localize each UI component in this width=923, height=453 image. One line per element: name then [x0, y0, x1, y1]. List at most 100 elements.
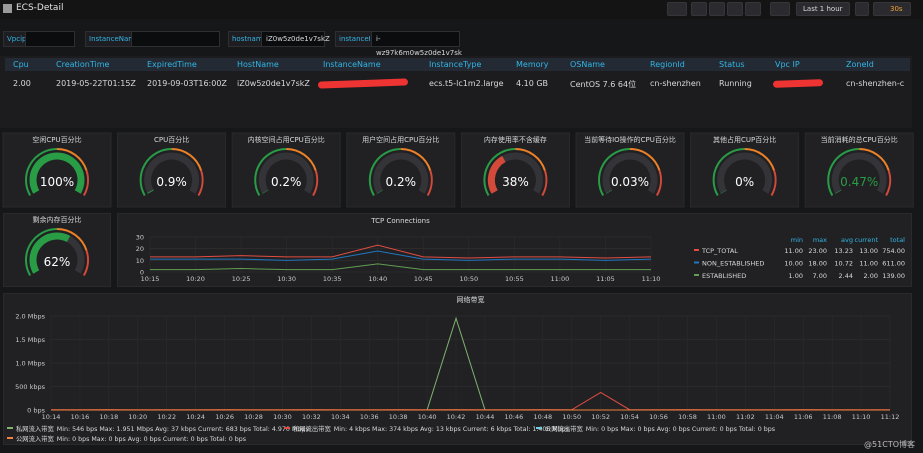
x-tick-label: 11:00	[707, 413, 726, 421]
gauge-threshold	[515, 148, 546, 171]
table-cell: Running	[719, 79, 752, 88]
legend-label[interactable]: ESTABLISHED	[702, 272, 746, 280]
variable-value[interactable]	[25, 31, 75, 47]
x-tick-label: 10:58	[678, 413, 697, 421]
x-tick-label: 10:35	[323, 275, 342, 283]
legend-column-header[interactable]: max	[813, 236, 827, 244]
gauge-title: 用户空间占用CPU百分比	[362, 135, 439, 144]
column-header[interactable]: RegionId	[650, 60, 685, 69]
column-header[interactable]: OSName	[570, 60, 605, 69]
x-tick-label: 10:28	[244, 413, 263, 421]
legend-name: 公网流入带宽	[16, 434, 54, 443]
column-header[interactable]: ZoneId	[846, 60, 874, 69]
series-line	[50, 391, 890, 411]
legend-swatch	[694, 261, 699, 264]
time-range-picker[interactable]: Last 1 hour	[796, 2, 850, 16]
column-header[interactable]: HostName	[237, 60, 279, 69]
x-tick-label: 10:20	[186, 275, 205, 283]
legend-swatch	[536, 427, 542, 429]
x-tick-label: 10:34	[331, 413, 350, 421]
gauge-threshold	[598, 148, 631, 196]
legend-value: 10.72	[834, 260, 853, 268]
x-tick-label: 10:30	[277, 275, 296, 283]
x-tick-label: 11:00	[551, 275, 570, 283]
legend-column-header[interactable]: min	[791, 236, 803, 244]
legend-value: 139.00	[882, 272, 905, 280]
legend-label[interactable]: 私网流入带宽 Min: 546 bps Max: 1.951 Mbps Avg: …	[16, 424, 309, 433]
x-tick-label: 10:46	[505, 413, 524, 421]
column-header[interactable]: Status	[719, 60, 745, 69]
column-header[interactable]: ExpiredTime	[147, 60, 197, 69]
table-cell: 2019-05-22T01:15Z	[56, 79, 136, 88]
x-tick-label: 10:36	[360, 413, 379, 421]
y-tick-label: 20	[136, 245, 144, 253]
x-tick-label: 11:02	[736, 413, 755, 421]
refresh-picker[interactable]: 30s	[873, 2, 911, 16]
y-tick-label: 0	[140, 269, 144, 277]
gauge-threshold	[25, 228, 58, 276]
legend-label[interactable]: 公网流出带宽 Min: 0 bps Max: 0 bps Avg: 0 bps C…	[545, 424, 775, 433]
legend-value: 11.00	[859, 260, 878, 268]
gauge-threshold	[197, 170, 204, 196]
legend-label[interactable]: TCP_TOTAL	[701, 247, 738, 255]
save-button[interactable]	[727, 2, 743, 16]
variable-label: hostname	[228, 31, 271, 47]
time-range: Last 1 hour	[803, 5, 843, 13]
tv-button[interactable]	[770, 2, 790, 16]
x-tick-label: 10:50	[459, 275, 478, 283]
legend-value: 2.44	[839, 272, 853, 280]
x-tick-label: 10:16	[71, 413, 90, 421]
column-header[interactable]: InstanceName	[323, 60, 381, 69]
dashboard-title[interactable]: ECS-Detail	[16, 3, 64, 13]
zoom-out-button[interactable]	[855, 2, 869, 16]
variable-label: Vpcip	[3, 31, 31, 47]
apps-icon[interactable]	[3, 4, 12, 13]
legend-value: 23.00	[808, 247, 827, 255]
watermark: @51CTO博客	[864, 440, 915, 449]
series-line	[150, 250, 652, 261]
legend-name: 私网流出带宽	[293, 424, 331, 433]
gauge-value: 0.2%	[271, 175, 302, 189]
column-header[interactable]: Vpc IP	[775, 60, 800, 69]
x-tick-label: 11:04	[765, 413, 784, 421]
legend-label[interactable]: NON_ESTABLISHED	[702, 260, 764, 268]
gauge-title: 当前等待IO操作的CPU百分比	[584, 135, 676, 144]
legend-stats: Min: 4 kbps Max: 374 kbps Avg: 13 kbps C…	[334, 426, 569, 433]
y-tick-label: 500 kbps	[15, 383, 45, 391]
gauge-panel	[231, 132, 341, 208]
gauge-panel	[2, 132, 112, 208]
gauge-title: 当前消耗的总CPU百分比	[821, 135, 898, 144]
column-header[interactable]: Cpu	[13, 60, 29, 69]
column-header[interactable]: Memory	[516, 60, 549, 69]
add-panel-button[interactable]	[667, 2, 687, 16]
settings-button[interactable]	[745, 2, 761, 16]
star-button[interactable]	[691, 2, 707, 16]
legend-label[interactable]: 私网流出带宽 Min: 4 kbps Max: 374 kbps Avg: 13 …	[293, 424, 569, 433]
gauge-track	[258, 152, 314, 194]
gauge-threshold	[254, 148, 287, 196]
gauge-title: 空闲CPU百分比	[32, 135, 81, 144]
gauge-threshold	[770, 170, 777, 196]
legend-column-header[interactable]: total	[890, 236, 905, 244]
gauge-title: 内核空间占用CPU百分比	[248, 135, 325, 144]
x-tick-label: 10:56	[649, 413, 668, 421]
gauge-threshold	[312, 170, 319, 196]
legend-label[interactable]: 公网流入带宽 Min: 0 bps Max: 0 bps Avg: 0 bps C…	[16, 434, 246, 443]
x-tick-label: 10:22	[157, 413, 176, 421]
gauge-track	[717, 152, 773, 194]
gauge-threshold	[655, 170, 662, 196]
legend-swatch	[284, 427, 290, 429]
variable-value[interactable]: iZ0w5z0de1v7skZ	[261, 31, 330, 47]
column-header[interactable]: CreationTime	[56, 60, 110, 69]
column-header[interactable]: InstanceType	[429, 60, 482, 69]
legend-column-header[interactable]: current	[855, 236, 879, 244]
x-tick-label: 10:44	[476, 413, 495, 421]
variable-value[interactable]	[131, 31, 220, 47]
gauge-threshold	[483, 148, 516, 196]
x-tick-label: 10:40	[368, 275, 387, 283]
x-tick-label: 11:10	[852, 413, 871, 421]
gauge-value: 0%	[735, 175, 754, 189]
legend-column-header[interactable]: avg	[841, 236, 853, 244]
share-button[interactable]	[709, 2, 725, 16]
variable-value[interactable]: i-wz97k6m0w5z0de1v7sk	[371, 31, 462, 57]
